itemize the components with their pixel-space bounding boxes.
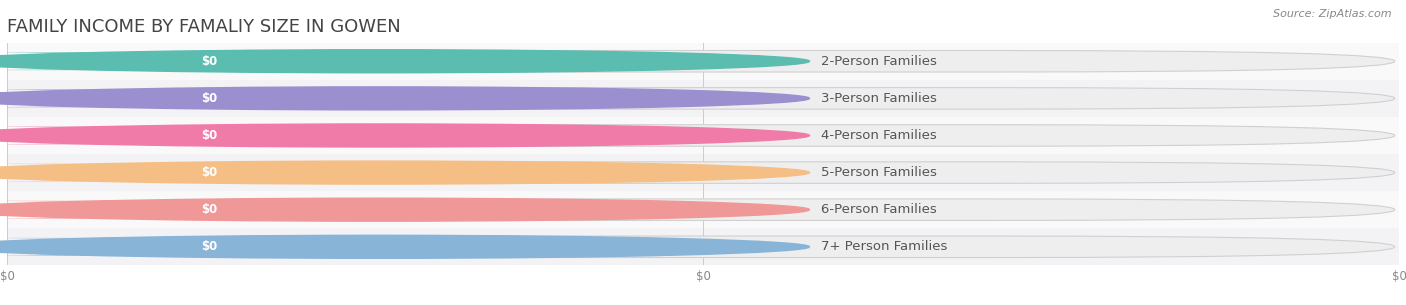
Text: Source: ZipAtlas.com: Source: ZipAtlas.com [1274,9,1392,19]
FancyBboxPatch shape [11,125,1395,146]
Text: $0: $0 [201,203,217,216]
FancyBboxPatch shape [11,51,1395,72]
FancyBboxPatch shape [11,236,1395,257]
Text: $0: $0 [201,240,217,253]
FancyBboxPatch shape [0,52,501,70]
Bar [7,228,1399,265]
Text: 5-Person Families: 5-Person Families [821,166,936,179]
FancyBboxPatch shape [0,89,501,107]
FancyBboxPatch shape [0,127,501,144]
Text: $0: $0 [201,166,217,179]
Circle shape [0,50,810,73]
FancyBboxPatch shape [11,88,1395,109]
Circle shape [0,161,810,184]
Text: $0: $0 [201,92,217,105]
Circle shape [0,87,810,110]
Text: $0: $0 [201,129,217,142]
FancyBboxPatch shape [0,164,501,181]
Text: 2-Person Families: 2-Person Families [821,55,936,68]
Bar [7,43,1399,80]
FancyBboxPatch shape [0,238,501,256]
Text: 4-Person Families: 4-Person Families [821,129,936,142]
FancyBboxPatch shape [11,199,1395,221]
Bar [7,80,1399,117]
FancyBboxPatch shape [11,162,1395,183]
Bar [7,117,1399,154]
Text: 3-Person Families: 3-Person Families [821,92,936,105]
Text: $0: $0 [201,55,217,68]
Circle shape [0,124,810,147]
Bar [7,154,1399,191]
Circle shape [0,235,810,258]
FancyBboxPatch shape [0,201,501,219]
Bar [7,191,1399,228]
Circle shape [0,198,810,221]
Text: FAMILY INCOME BY FAMALIY SIZE IN GOWEN: FAMILY INCOME BY FAMALIY SIZE IN GOWEN [7,18,401,36]
Text: 6-Person Families: 6-Person Families [821,203,936,216]
Text: 7+ Person Families: 7+ Person Families [821,240,948,253]
